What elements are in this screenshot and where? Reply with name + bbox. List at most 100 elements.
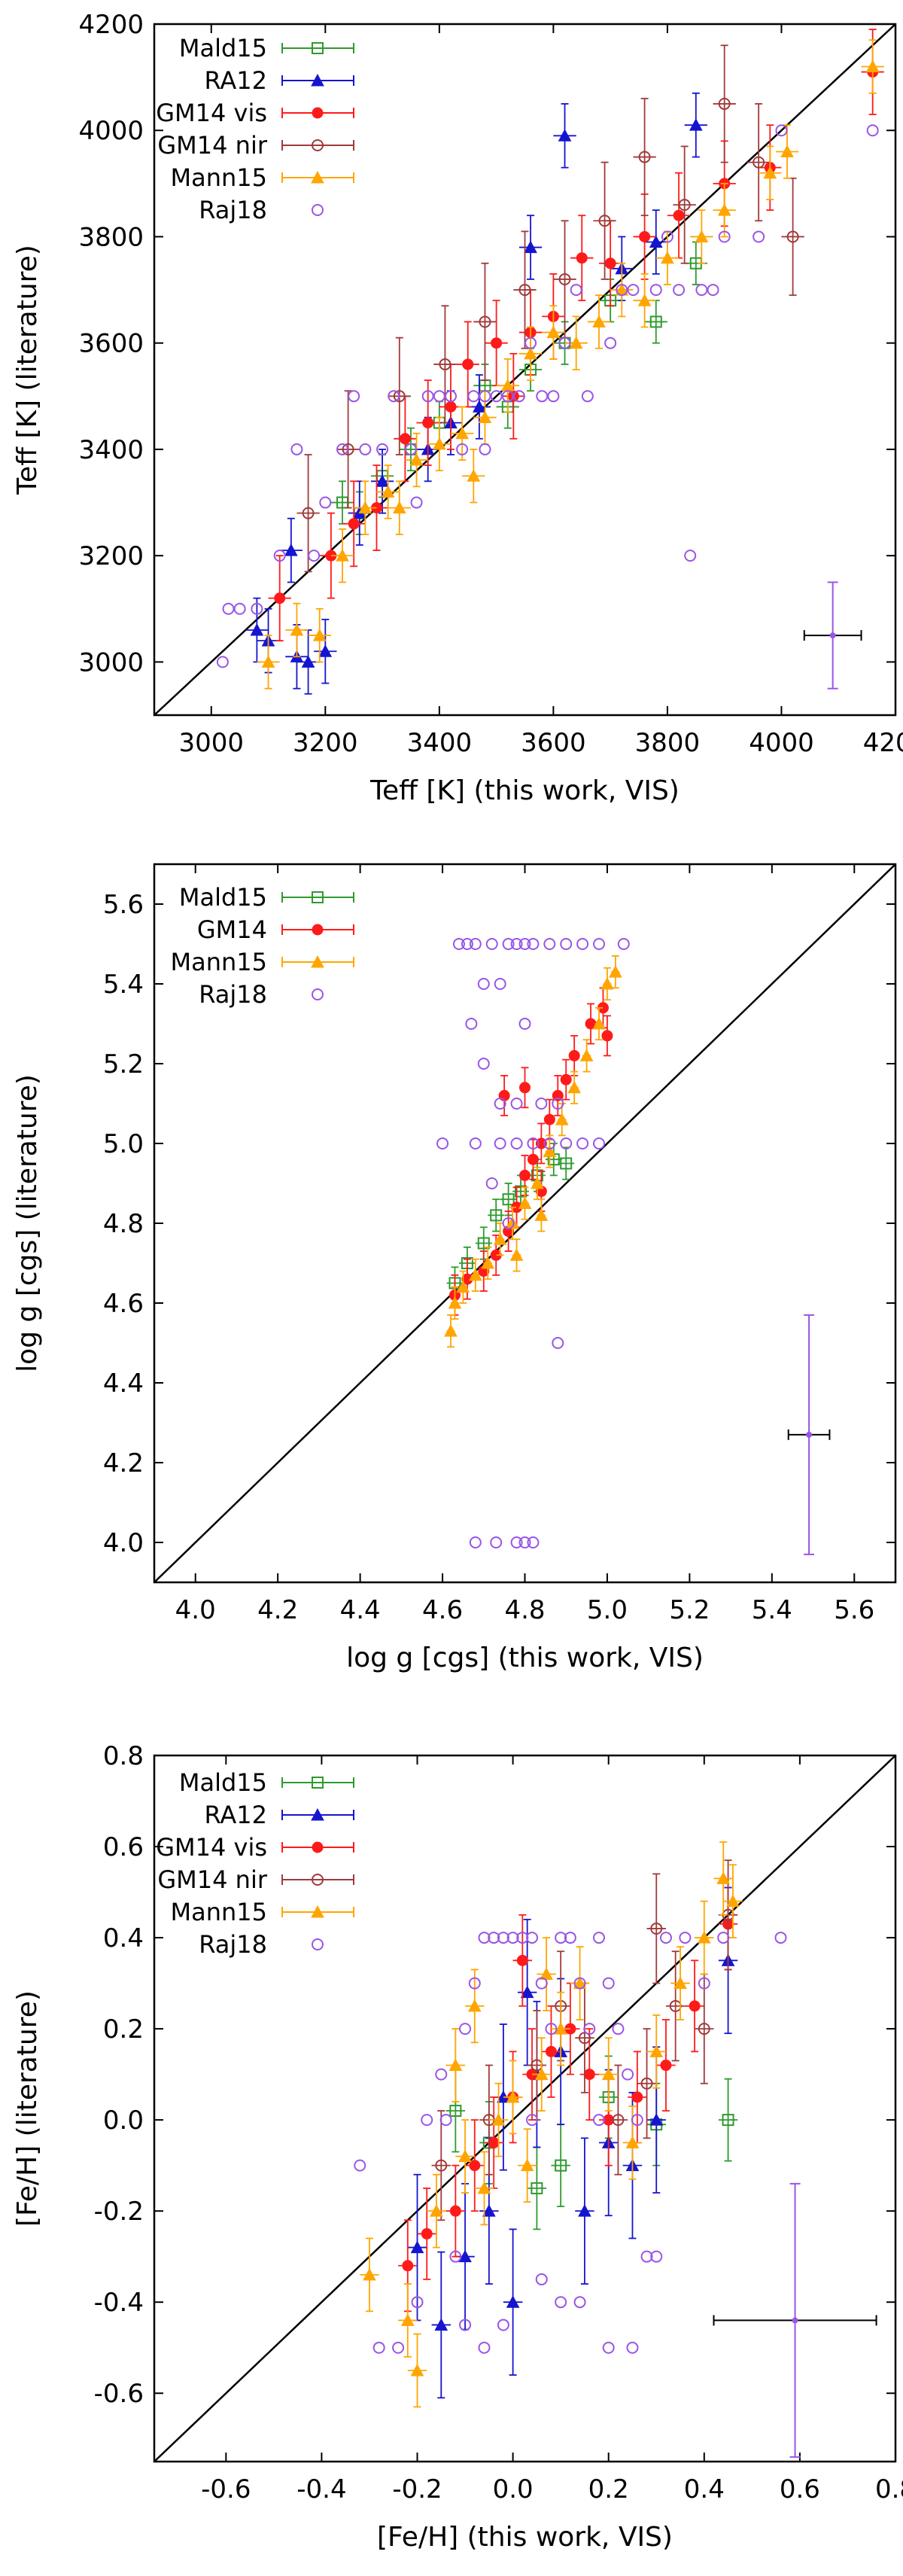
data-point — [516, 1954, 528, 1966]
data-point — [490, 390, 503, 403]
data-point — [410, 2363, 424, 2377]
one-to-one-line — [154, 1755, 896, 2462]
data-point — [467, 390, 480, 403]
y-tick-label: 4.2 — [103, 1448, 144, 1478]
data-point — [534, 1208, 549, 1221]
data-point — [478, 1932, 491, 1944]
data-point — [502, 1217, 515, 1229]
y-tick-label: 5.0 — [103, 1129, 144, 1159]
legend-label: Mald15 — [179, 883, 267, 912]
data-point — [430, 2204, 443, 2217]
data-point — [540, 1967, 553, 1980]
data-point — [233, 602, 246, 615]
data-point — [609, 965, 622, 978]
data-point — [469, 1536, 482, 1548]
data-point — [535, 2273, 548, 2285]
data-point — [506, 2295, 520, 2308]
data-point — [518, 1018, 531, 1030]
x-tick-label: 3600 — [521, 728, 586, 758]
x-tick-label: 4.4 — [340, 1595, 381, 1625]
typical-error-point — [829, 632, 836, 639]
data-point — [478, 410, 492, 424]
data-point — [726, 1894, 740, 1908]
data-point — [552, 1337, 564, 1349]
y-tick-label: -0.6 — [94, 2379, 144, 2409]
data-point — [493, 1232, 507, 1245]
data-point — [515, 1185, 528, 1198]
legend-label: Mann15 — [171, 948, 268, 976]
data-point — [482, 2204, 496, 2217]
data-point — [491, 2113, 506, 2126]
data-point — [866, 124, 879, 137]
data-point — [497, 2319, 509, 2331]
legend-marker — [312, 1777, 324, 1789]
x-tick-label: 5.4 — [752, 1595, 792, 1625]
data-point — [449, 2250, 462, 2263]
data-point — [695, 284, 708, 297]
data-point — [673, 1976, 687, 1990]
data-point — [435, 2068, 448, 2081]
data-point — [579, 1049, 594, 1061]
data-point — [649, 235, 663, 248]
series-raj18 — [354, 1932, 787, 2354]
data-point — [604, 336, 617, 349]
data-point — [543, 1144, 557, 1158]
one-to-one-line — [154, 863, 896, 1583]
data-point — [560, 938, 573, 950]
data-point — [363, 2267, 376, 2281]
data-point — [342, 443, 354, 455]
legend: Mald15 GM14 Mann15 Raj18 — [171, 883, 354, 1009]
data-point — [375, 474, 389, 487]
data-point — [536, 390, 549, 403]
data-point — [527, 1153, 539, 1165]
y-axis-title: log g [cgs] (literature) — [12, 1074, 43, 1372]
data-point — [469, 938, 482, 950]
data-point — [601, 1030, 613, 1042]
data-point — [274, 592, 286, 604]
y-tick-label: 0.6 — [103, 1832, 144, 1862]
y-axis-title: [Fe/H] (literature) — [12, 1990, 43, 2227]
data-point — [488, 1932, 500, 1944]
data-point — [531, 1176, 544, 1189]
data-point — [552, 1098, 564, 1110]
data-point — [717, 1932, 730, 1944]
data-point — [290, 623, 304, 636]
y-tick-label: 4.4 — [103, 1369, 144, 1399]
data-point — [216, 656, 229, 668]
data-point — [763, 166, 777, 179]
data-point — [433, 390, 445, 403]
data-point — [546, 325, 561, 339]
y-tick-label: 3600 — [78, 329, 144, 359]
data-point — [560, 1073, 572, 1086]
data-point — [600, 976, 614, 990]
data-point — [481, 1256, 495, 1269]
data-point — [576, 1137, 589, 1149]
x-tick-label: 5.0 — [587, 1595, 628, 1625]
data-point — [376, 443, 389, 455]
data-point — [865, 59, 880, 72]
data-point — [435, 2159, 448, 2172]
data-point — [639, 230, 651, 242]
x-tick-label: 4.2 — [257, 1595, 298, 1625]
data-point — [467, 469, 481, 482]
data-point — [718, 97, 731, 110]
data-point — [392, 501, 406, 514]
data-point — [497, 1932, 509, 1944]
data-point — [534, 2067, 549, 2081]
y-tick-label: 4000 — [78, 116, 144, 146]
legend-label: RA12 — [204, 66, 267, 95]
data-point — [477, 2181, 491, 2194]
data-point — [494, 978, 506, 990]
data-point — [449, 2205, 461, 2217]
data-point — [689, 2000, 701, 2012]
data-point — [510, 1137, 523, 1149]
series-mann15 — [257, 39, 884, 690]
x-tick-label: -0.2 — [392, 2474, 442, 2504]
legend-label: Raj18 — [199, 980, 267, 1009]
data-point — [573, 1977, 586, 1990]
data-point — [444, 1324, 458, 1337]
y-tick-label: 0.4 — [103, 1923, 144, 1953]
data-point — [465, 1018, 478, 1030]
legend-marker — [311, 1905, 324, 1918]
data-point — [410, 496, 423, 509]
